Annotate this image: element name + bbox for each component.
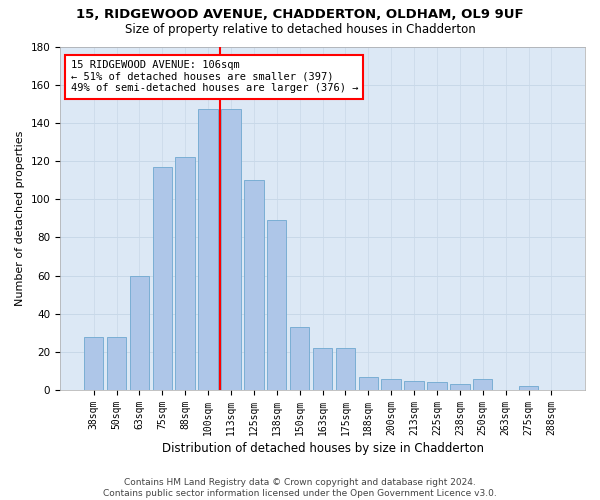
Bar <box>427 382 446 390</box>
Bar <box>267 220 286 390</box>
Bar <box>519 386 538 390</box>
Bar <box>404 380 424 390</box>
Bar <box>199 110 218 390</box>
Bar <box>473 378 493 390</box>
Bar <box>221 110 241 390</box>
Bar <box>152 167 172 390</box>
Bar <box>359 376 378 390</box>
Bar <box>382 378 401 390</box>
Bar <box>335 348 355 390</box>
Y-axis label: Number of detached properties: Number of detached properties <box>15 130 25 306</box>
Bar <box>313 348 332 390</box>
Bar <box>107 336 126 390</box>
Bar <box>450 384 470 390</box>
Bar <box>130 276 149 390</box>
Bar <box>175 157 195 390</box>
Bar <box>84 336 103 390</box>
Text: Contains HM Land Registry data © Crown copyright and database right 2024.
Contai: Contains HM Land Registry data © Crown c… <box>103 478 497 498</box>
Bar <box>290 327 310 390</box>
Text: Size of property relative to detached houses in Chadderton: Size of property relative to detached ho… <box>125 22 475 36</box>
Bar <box>244 180 263 390</box>
X-axis label: Distribution of detached houses by size in Chadderton: Distribution of detached houses by size … <box>161 442 484 455</box>
Text: 15, RIDGEWOOD AVENUE, CHADDERTON, OLDHAM, OL9 9UF: 15, RIDGEWOOD AVENUE, CHADDERTON, OLDHAM… <box>76 8 524 20</box>
Text: 15 RIDGEWOOD AVENUE: 106sqm
← 51% of detached houses are smaller (397)
49% of se: 15 RIDGEWOOD AVENUE: 106sqm ← 51% of det… <box>71 60 358 94</box>
